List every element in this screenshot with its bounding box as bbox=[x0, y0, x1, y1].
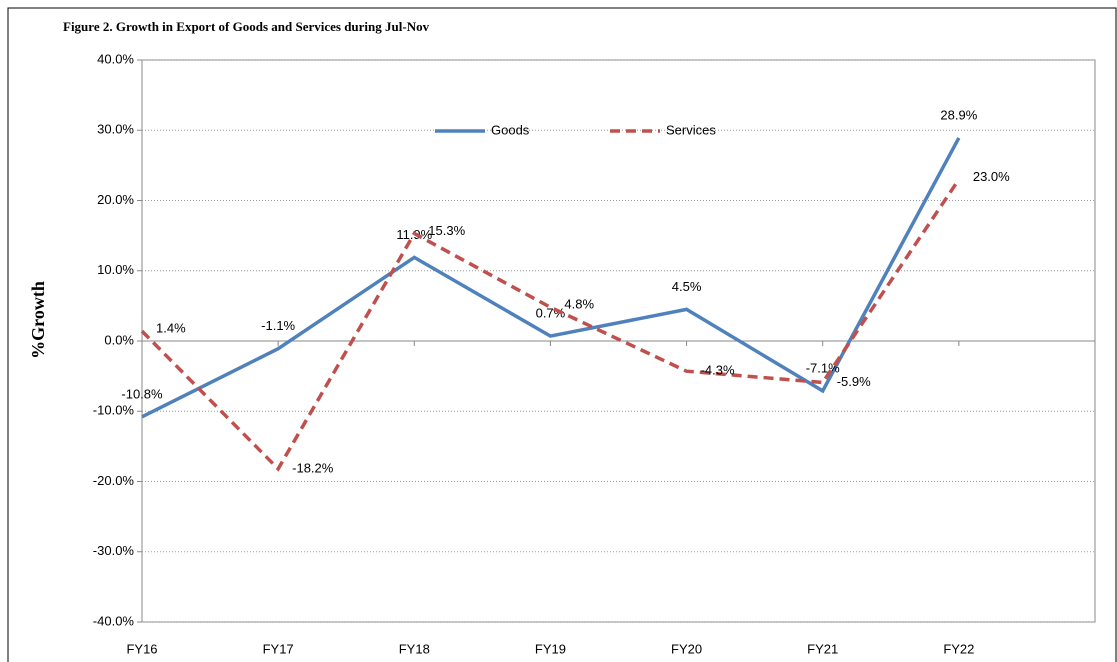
data-label: 4.8% bbox=[564, 297, 594, 312]
data-label: 15.3% bbox=[428, 223, 465, 238]
data-label: -18.2% bbox=[292, 460, 334, 475]
data-label: -4.3% bbox=[701, 363, 735, 378]
series-line bbox=[140, 178, 961, 472]
series-line bbox=[141, 137, 961, 419]
y-tick-label: 0.0% bbox=[104, 332, 134, 347]
x-tick-label: FY17 bbox=[263, 641, 294, 656]
x-tick-label: FY21 bbox=[807, 641, 838, 656]
frame bbox=[7, 7, 1117, 662]
data-label: -1.1% bbox=[261, 318, 295, 333]
x-tick-label: FY22 bbox=[943, 641, 974, 656]
legend-label: Services bbox=[666, 122, 716, 137]
data-label: -10.8% bbox=[121, 386, 163, 401]
x-tick-label: FY19 bbox=[535, 641, 566, 656]
y-tick-label: 30.0% bbox=[97, 122, 134, 137]
data-label: 4.5% bbox=[672, 279, 702, 294]
x-tick-label: FY18 bbox=[399, 641, 430, 656]
chart-title: Figure 2. Growth in Export of Goods and … bbox=[63, 19, 430, 34]
y-tick-label: 10.0% bbox=[97, 262, 134, 277]
data-label: -5.9% bbox=[837, 374, 871, 389]
y-tick-label: 40.0% bbox=[97, 51, 134, 66]
y-tick-label: -20.0% bbox=[93, 473, 135, 488]
y-tick-label: -30.0% bbox=[93, 543, 135, 558]
y-axis-label: %Growth bbox=[28, 281, 48, 359]
x-tick-label: FY20 bbox=[671, 641, 702, 656]
legend-label: Goods bbox=[491, 122, 530, 137]
x-tick-label: FY16 bbox=[126, 641, 157, 656]
y-tick-label: -10.0% bbox=[93, 403, 135, 418]
data-label: 1.4% bbox=[156, 321, 186, 336]
y-tick-label: -40.0% bbox=[93, 613, 135, 628]
data-label: 28.9% bbox=[940, 107, 977, 122]
y-tick-label: 20.0% bbox=[97, 192, 134, 207]
data-label: 23.0% bbox=[973, 169, 1010, 184]
